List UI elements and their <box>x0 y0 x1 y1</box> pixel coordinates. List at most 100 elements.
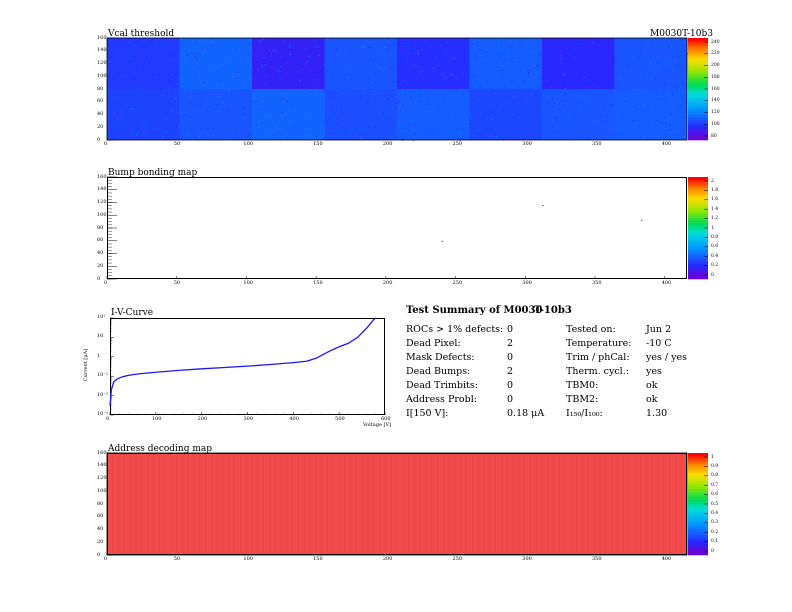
y-tick-label: 40 <box>97 526 104 532</box>
vcal-pixel <box>495 45 497 47</box>
vcal-pixel <box>532 112 534 114</box>
vcal-pixel <box>244 113 246 115</box>
vcal-pixel <box>373 61 375 63</box>
vcal-pixel <box>540 103 542 105</box>
vcal-pixel <box>319 122 321 124</box>
vcal-pixel <box>655 119 657 122</box>
vcal-pixel <box>126 113 128 115</box>
vcal-pixel <box>251 53 254 55</box>
vcal-pixel <box>194 43 196 45</box>
vcal-pixel <box>122 84 124 86</box>
vcal-pixel <box>332 61 334 63</box>
colorbar-band <box>688 66 708 69</box>
vcal-pixel <box>273 54 275 56</box>
vcal-pixel <box>602 130 605 132</box>
iv-y-tick-label: 10⁻¹ <box>97 372 109 379</box>
colorbar-band <box>688 478 708 482</box>
vcal-pixel <box>154 40 156 42</box>
vcal-pixel <box>162 136 164 138</box>
vcal-pixel <box>549 40 552 42</box>
vcal-pixel <box>535 72 537 74</box>
vcal-pixel <box>563 73 565 75</box>
vcal-pixel <box>279 78 281 80</box>
vcal-pixel <box>613 128 615 130</box>
vcal-pixel <box>514 58 516 61</box>
summary-left-value: 2 <box>507 366 514 377</box>
vcal-pixel <box>629 94 631 96</box>
vcal-pixel <box>561 58 563 60</box>
vcal-pixel <box>565 100 567 102</box>
y-tick-label: 40 <box>97 111 104 117</box>
y-tick-label: 120 <box>97 199 107 205</box>
vcal-pixel <box>683 41 685 43</box>
vcal-pixel <box>519 44 521 46</box>
vcal-pixel <box>632 119 634 121</box>
colorbar-band <box>688 263 708 267</box>
vcal-pixel <box>337 65 340 67</box>
vcal-pixel <box>680 38 682 41</box>
iv-y-tick-label: 10 <box>97 333 104 340</box>
colorbar-band <box>688 104 708 108</box>
vcal-pixel <box>415 91 418 94</box>
vcal-pixel <box>182 71 184 73</box>
summary-left-label: Dead Trimbits: <box>406 380 478 391</box>
vcal-pixel <box>114 128 117 130</box>
vcal-pixel <box>575 75 577 77</box>
vcal-pixel <box>118 72 120 74</box>
vcal-pixel <box>438 61 440 64</box>
vcal-pixel <box>274 125 276 127</box>
colorbar-band <box>688 197 708 201</box>
vcal-pixel <box>669 72 671 75</box>
colorbar-band <box>688 250 708 254</box>
vcal-pixel <box>556 58 558 60</box>
vcal-pixel <box>286 136 289 138</box>
vcal-pixel <box>471 86 473 88</box>
y-tick-label: 160 <box>97 34 107 41</box>
vcal-pixel <box>170 86 172 88</box>
colorbar-band <box>688 465 708 469</box>
vcal-pixel <box>515 94 517 97</box>
vcal-pixel <box>347 77 349 79</box>
summary-right-label: TBM2: <box>566 394 599 405</box>
vcal-pixel <box>491 118 493 120</box>
vcal-pixel <box>513 116 515 118</box>
vcal-pixel <box>611 128 613 130</box>
vcal-pixel <box>158 103 160 105</box>
vcal-pixel <box>188 101 191 104</box>
vcal-pixel <box>570 51 573 53</box>
vcal-pixel <box>548 59 550 61</box>
vcal-pixel <box>479 48 481 51</box>
vcal-pixel <box>120 136 122 139</box>
vcal-pixel <box>538 107 541 110</box>
colorbar-label: 240 <box>711 39 720 45</box>
vcal-pixel <box>500 65 502 68</box>
colorbar-band <box>688 177 708 180</box>
colorbar-band <box>688 245 708 249</box>
vcal-pixel <box>603 129 605 131</box>
vcal-pixel <box>483 60 486 62</box>
vcal-pixel <box>425 117 427 120</box>
vcal-pixel <box>181 73 183 75</box>
vcal-pixel <box>325 64 327 66</box>
vcal-pixel <box>214 43 216 46</box>
vcal-pixel <box>308 116 310 118</box>
x-tick-label: 350 <box>591 280 602 286</box>
vcal-pixel <box>272 50 274 52</box>
vcal-pixel <box>181 43 183 46</box>
x-tick-label: 200 <box>382 280 393 286</box>
vcal-pixel <box>572 73 575 76</box>
vcal-pixel <box>466 125 468 127</box>
vcal-pixel <box>371 126 373 129</box>
vcal-pixel <box>443 72 445 74</box>
iv-xlabel: Voltage [V] <box>363 422 392 428</box>
colorbar-band <box>688 248 708 252</box>
vcal-pixel <box>515 79 517 82</box>
vcal-pixel <box>599 41 602 43</box>
colorbar-band <box>688 256 708 259</box>
vcal-pixel <box>496 66 498 68</box>
vcal-pixel <box>218 76 220 78</box>
x-tick-label: 0 <box>104 141 108 147</box>
vcal-pixel <box>238 95 240 97</box>
vcal-pixel <box>595 43 597 46</box>
vcal-pixel <box>463 46 465 48</box>
